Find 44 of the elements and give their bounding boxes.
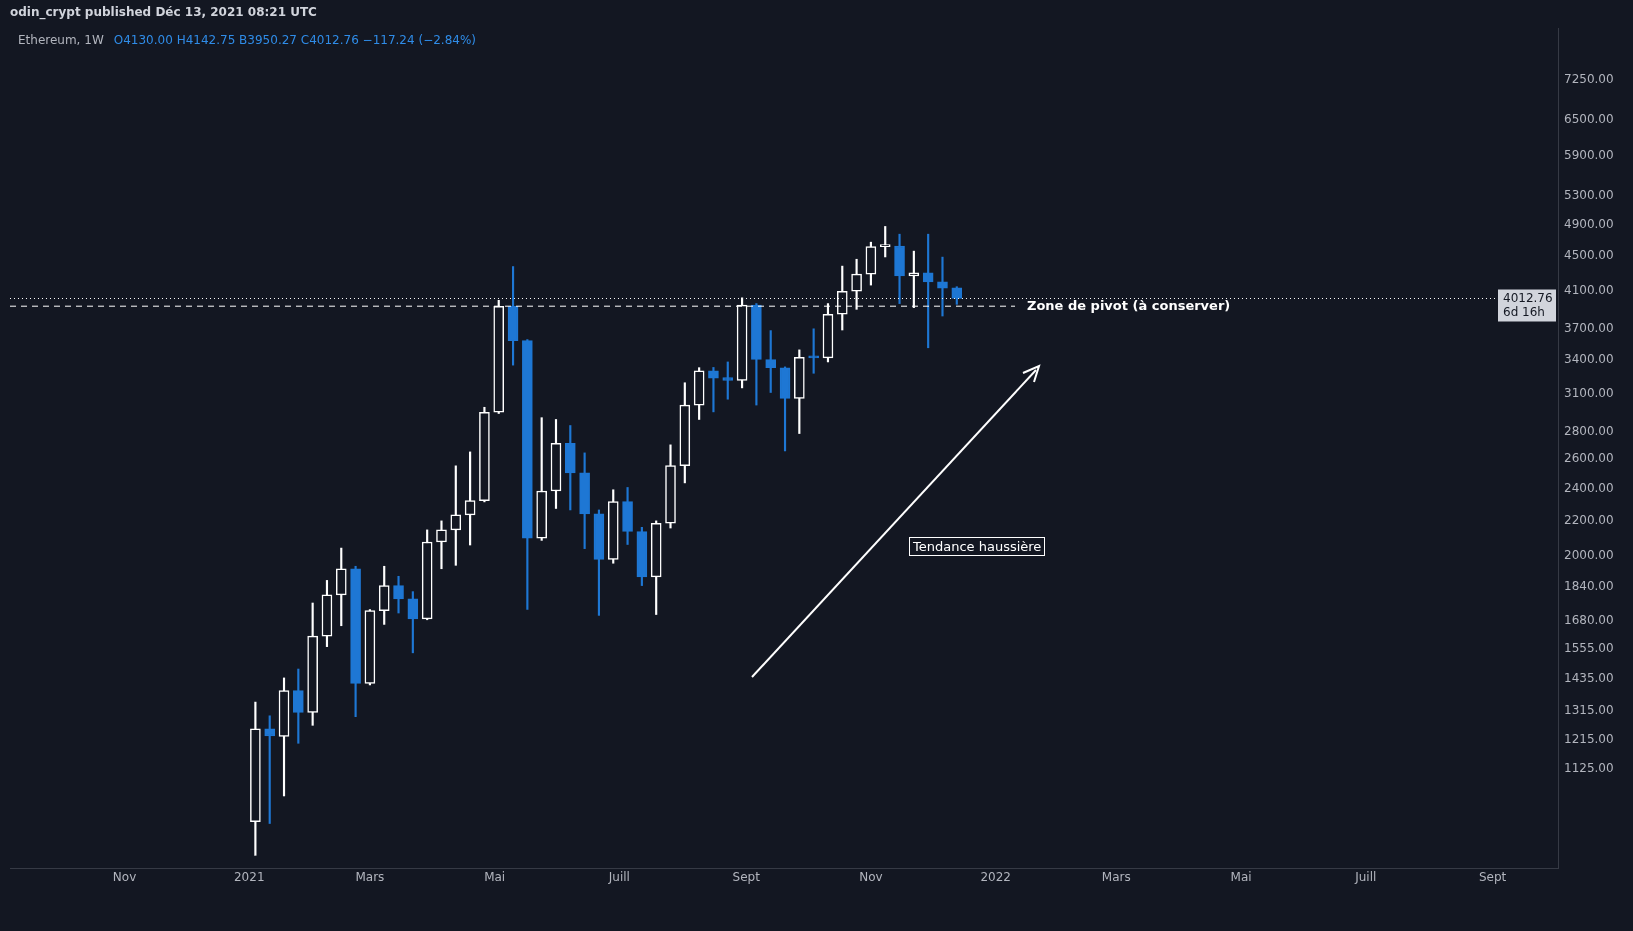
y-tick-label: 2200.00 (1564, 512, 1614, 527)
x-tick-label: 2022 (980, 870, 1011, 885)
x-tick-label: Mars (1101, 870, 1131, 885)
ref-line-label: 4012.76 (1503, 290, 1553, 305)
text: odin_crypt published Déc 13, 2021 08:21 UTC (10, 5, 317, 19)
y-tick-label: 5300.00 (1564, 187, 1614, 202)
y-tick-label: 1215.00 (1564, 732, 1614, 747)
ref-line-label: Zone de pivot (à conserver) (1027, 297, 1231, 313)
candlestick (436, 520, 447, 570)
x-tick-label: Mars (355, 870, 385, 885)
annotation: Tendance haussière (909, 537, 1046, 556)
x-tick-label: Sept (732, 870, 761, 885)
x-tick-label: Juill (607, 870, 630, 885)
y-tick-label: 2600.00 (1564, 451, 1614, 466)
x-tick-label: Mai (484, 870, 506, 885)
chart-subtitle: O4130.00 H4142.75 B3950.27 C4012.76 −117.24 (−2.84%) (113, 33, 476, 47)
y-tick-label: 2000.00 (1564, 548, 1614, 563)
x-tick-label: 2021 (233, 870, 265, 885)
y-tick-label: 2800.00 (1564, 423, 1614, 438)
candlestick (708, 367, 719, 413)
candlestick (937, 256, 948, 317)
x-tick-label: Mai (1230, 870, 1252, 885)
y-tick-label: 2400.00 (1564, 480, 1614, 495)
y-tick-label: 3700.00 (1564, 320, 1614, 335)
y-tick-label: 3400.00 (1564, 351, 1614, 366)
y-tick-label: 4100.00 (1564, 282, 1614, 297)
x-tick-label: Sept (1478, 870, 1507, 885)
annotation: 6d 16h (1503, 304, 1545, 319)
x-tick-label: Nov (859, 870, 883, 885)
y-tick-label: 7250.00 (1564, 71, 1614, 86)
y-tick-label: 4500.00 (1564, 248, 1614, 263)
y-tick-label: 3100.00 (1564, 386, 1614, 401)
y-tick-label: 1840.00 (1564, 578, 1614, 593)
x-tick-label: Juill (1354, 870, 1377, 885)
y-tick-label: 1125.00 (1564, 760, 1614, 775)
x-tick-label: Nov (112, 870, 137, 885)
y-tick-label: 1680.00 (1564, 612, 1614, 627)
y-tick-label: 1315.00 (1564, 703, 1614, 718)
y-tick-label: 1555.00 (1564, 641, 1614, 656)
y-tick-label: 6500.00 (1564, 112, 1614, 127)
chart-title: Ethereum, 1W (18, 33, 104, 47)
y-tick-label: 4900.00 (1564, 216, 1614, 231)
y-tick-label: 5900.00 (1564, 148, 1614, 163)
y-tick-label: 1435.00 (1564, 670, 1614, 685)
